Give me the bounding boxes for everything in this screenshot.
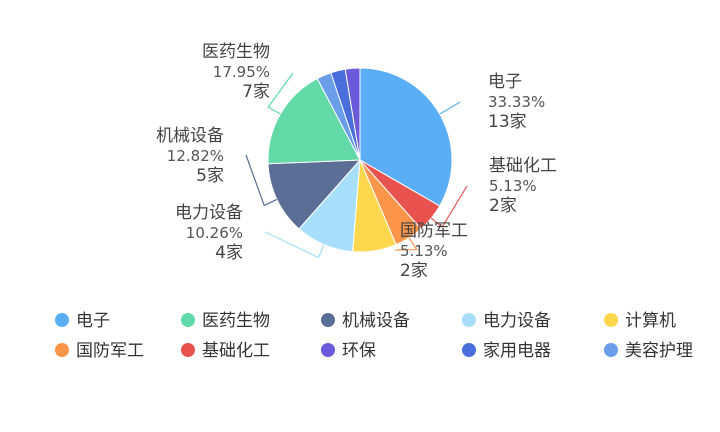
legend-swatch (55, 313, 69, 327)
leader-line-1 (430, 185, 468, 228)
leader-line-2 (394, 237, 418, 251)
legend-label: 基础化工 (202, 341, 270, 361)
legend-item-0[interactable]: 电子 (55, 311, 110, 331)
slice-label-percent: 10.26% (186, 224, 243, 242)
slice-label-count: 2家 (489, 196, 517, 216)
legend-item-9[interactable]: 美容护理 (604, 341, 693, 361)
slice-label-name: 电子 (488, 72, 522, 92)
legend-label: 美容护理 (625, 341, 693, 361)
slice-label-percent: 33.33% (488, 93, 545, 111)
slice-label-name: 基础化工 (489, 156, 557, 176)
legend-swatch (181, 313, 195, 327)
legend-swatch (55, 343, 69, 357)
legend-label: 环保 (342, 341, 376, 361)
legend-label: 计算机 (625, 311, 676, 331)
pie-slice-0[interactable] (359, 67, 453, 207)
slice-label-count: 7家 (242, 82, 270, 102)
legend-swatch (462, 343, 476, 357)
pie-slice-9[interactable] (344, 67, 361, 161)
slice-label-count: 2家 (400, 261, 428, 281)
legend-label: 电力设备 (483, 311, 551, 331)
legend-item-8[interactable]: 家用电器 (462, 341, 551, 361)
legend-swatch (604, 313, 618, 327)
slice-label-count: 13家 (488, 112, 527, 132)
slice-label-percent: 12.82% (167, 147, 224, 165)
legend-label: 医药生物 (202, 311, 270, 331)
slice-label-name: 国防军工 (400, 221, 468, 241)
pie-slice-6[interactable] (267, 77, 361, 165)
slice-label-count: 4家 (215, 243, 243, 263)
leader-line-4 (264, 231, 325, 259)
legend-swatch (181, 343, 195, 357)
legend-item-2[interactable]: 机械设备 (321, 311, 410, 331)
slice-label-percent: 17.95% (213, 63, 270, 81)
legend-item-5[interactable]: 国防军工 (55, 341, 144, 361)
legend-swatch (321, 343, 335, 357)
legend-label: 国防军工 (76, 341, 144, 361)
legend-label: 家用电器 (483, 341, 551, 361)
slice-label-name: 医药生物 (202, 42, 270, 62)
leader-line-6 (267, 72, 294, 115)
legend-label: 机械设备 (342, 311, 410, 331)
leader-line-5 (245, 154, 278, 207)
legend-item-1[interactable]: 医药生物 (181, 311, 270, 331)
legend-swatch (604, 343, 618, 357)
slice-label-count: 5家 (196, 166, 224, 186)
slice-labels: 电子33.33%13家基础化工5.13%2家国防军工5.13%2家电力设备10.… (156, 42, 557, 281)
legend-item-7[interactable]: 环保 (321, 341, 376, 361)
leader-line-0 (439, 101, 461, 115)
pie-slices (267, 67, 453, 253)
legend-swatch (321, 313, 335, 327)
slice-label-percent: 5.13% (489, 177, 537, 195)
legend-item-4[interactable]: 计算机 (604, 311, 676, 331)
legend-item-6[interactable]: 基础化工 (181, 341, 270, 361)
slice-label-percent: 5.13% (400, 242, 448, 260)
legend-label: 电子 (76, 311, 110, 331)
legend-swatch (462, 313, 476, 327)
leader-lines (245, 72, 468, 259)
legend-item-3[interactable]: 电力设备 (462, 311, 551, 331)
slice-label-name: 机械设备 (156, 126, 224, 146)
slice-label-name: 电力设备 (175, 203, 243, 223)
